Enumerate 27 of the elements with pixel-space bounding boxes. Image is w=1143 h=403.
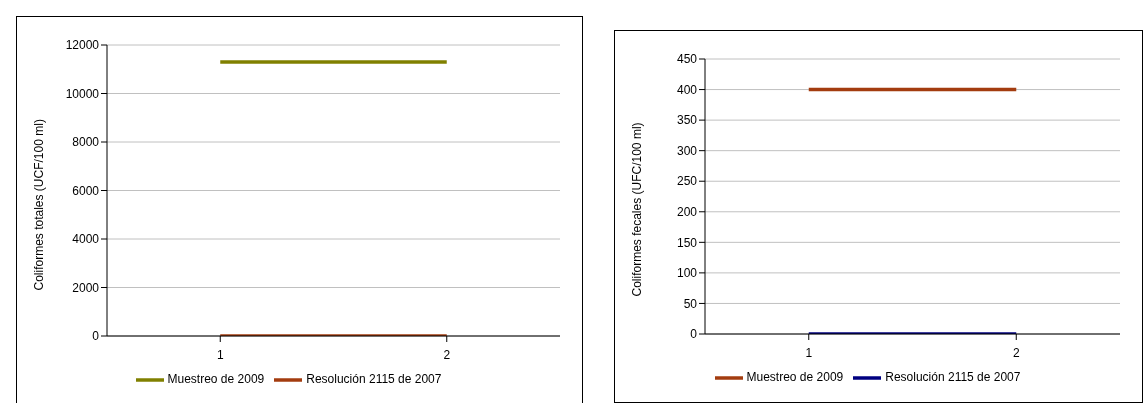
y-tick-label: 12000 — [65, 38, 100, 53]
y-tick-label: 10000 — [65, 86, 100, 101]
y-tick-label: 400 — [676, 82, 698, 97]
y-tick-label: 0 — [92, 329, 100, 344]
y-tick-label: 8000 — [72, 135, 100, 150]
y-tick-label: 450 — [676, 52, 698, 67]
legend-label: Resolución 2115 de 2007 — [885, 370, 1021, 385]
y-tick-label: 200 — [676, 205, 698, 220]
y-tick-label: 250 — [676, 174, 698, 189]
y-axis-title: Coliformes totales (UCF/100 ml) — [32, 119, 47, 291]
x-tick-label: 1 — [216, 347, 224, 362]
legend-label: Resolución 2115 de 2007 — [306, 372, 442, 387]
x-tick-label: 2 — [1012, 345, 1020, 360]
y-tick-label: 100 — [676, 266, 698, 281]
x-tick-label: 2 — [443, 347, 451, 362]
y-tick-label: 150 — [676, 235, 698, 250]
y-tick-label: 350 — [676, 113, 698, 128]
y-tick-label: 300 — [676, 143, 698, 158]
x-tick-label: 1 — [805, 345, 813, 360]
y-axis-title: Coliformes fecales (UFC/100 ml) — [630, 122, 645, 297]
legend-label: Muestreo de 2009 — [746, 370, 844, 385]
y-tick-label: 2000 — [72, 280, 100, 295]
legend-label: Muestreo de 2009 — [167, 372, 265, 387]
y-tick-label: 6000 — [72, 183, 100, 198]
y-tick-label: 0 — [690, 327, 698, 342]
y-tick-label: 4000 — [72, 232, 100, 247]
y-tick-label: 50 — [683, 296, 698, 311]
